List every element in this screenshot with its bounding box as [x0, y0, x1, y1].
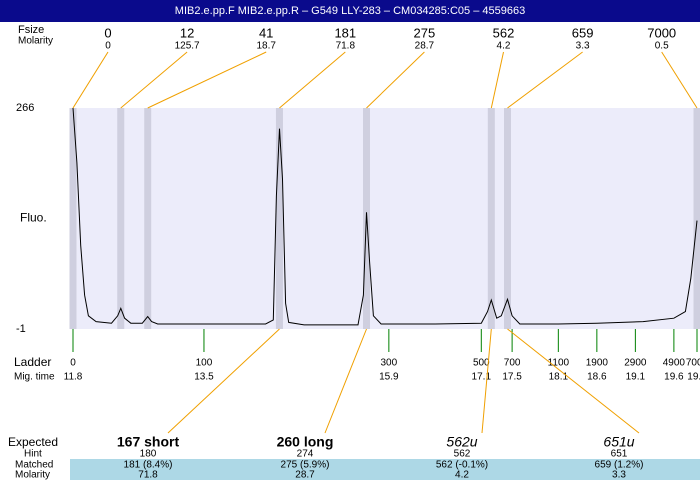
y-tick-label: -1: [16, 323, 26, 335]
trace: [72, 107, 698, 326]
title-bar: MIB2.e.pp.F MIB2.e.pp.R – G549 LLY-283 –…: [0, 0, 700, 22]
matched-label: Matched: [15, 460, 53, 471]
molarity-value: 28.7: [295, 470, 315, 480]
peak-molarity: 4.2: [497, 41, 511, 52]
peak-size: 7000: [647, 25, 676, 40]
peak-molarity: 0: [105, 41, 111, 52]
peak-molarity: 18.7: [256, 41, 276, 52]
ladder-mig-time: 11.8: [64, 372, 83, 383]
expected-connector: [507, 328, 640, 434]
peak-size: 0: [104, 25, 111, 40]
ladder-mig-time: 15.9: [379, 372, 399, 383]
ladder-size: 0: [70, 358, 76, 369]
ladder-mig-time: 19.9: [687, 372, 700, 383]
peak-connector: [366, 51, 425, 109]
y-tick-label: 266: [16, 102, 34, 114]
peak-connector: [147, 51, 267, 109]
expected-name: 260 long: [277, 434, 334, 450]
molarity-label: Molarity: [15, 470, 50, 480]
peak-size: 181: [334, 25, 356, 40]
peak-band: [69, 108, 77, 329]
peak-connector: [279, 51, 346, 109]
expected-connector: [481, 328, 492, 434]
peak-molarity: 3.3: [576, 41, 590, 52]
ladder-size: 1100: [548, 358, 570, 369]
peak-band: [693, 108, 700, 329]
plot-area: [70, 108, 697, 329]
peak-band: [117, 108, 125, 329]
ladder-mig-time: 19.6: [664, 372, 684, 383]
peak-connector: [120, 51, 188, 109]
matched-rows: [70, 459, 700, 480]
ladder-size: 4900: [663, 358, 686, 369]
expected-label: Expected: [8, 435, 58, 449]
peak-molarity: 0.5: [655, 41, 669, 52]
matched-value: 562 (-0.1%): [436, 460, 488, 471]
hint-value: 651: [611, 449, 628, 460]
peak-connector: [661, 51, 698, 109]
ladder-size: 2900: [624, 358, 647, 369]
hint-value: 180: [140, 449, 157, 460]
ladder-mig-time: 13.5: [194, 372, 214, 383]
ladder-mig-time: 18.6: [587, 372, 607, 383]
ladder-size: 500: [473, 358, 490, 369]
hint-label: Hint: [24, 449, 42, 460]
molarity-value: 4.2: [455, 470, 469, 480]
expected-name: 562u: [446, 434, 477, 450]
ladder-mig-time: 18.1: [549, 372, 569, 383]
peak-connector: [490, 51, 504, 109]
peak-molarity: 125.7: [175, 41, 200, 52]
peak-size: 275: [414, 25, 436, 40]
peak-molarity: 71.8: [336, 41, 356, 52]
ladder-label: Ladder: [14, 355, 51, 369]
expected-connector: [324, 328, 367, 434]
matched-value: 659 (1.2%): [595, 460, 644, 471]
size-row-label: Fsize: [18, 24, 44, 36]
ladder-size: 700: [504, 358, 521, 369]
mig-time-label: Mig. time: [14, 372, 55, 383]
expected-connector: [167, 328, 280, 434]
molarity-value: 3.3: [612, 470, 626, 480]
ladder-mig-time: 17.1: [472, 372, 492, 383]
matched-value: 181 (8.4%): [124, 460, 173, 471]
peak-connector: [72, 51, 109, 109]
molarity-value: 71.8: [138, 470, 158, 480]
peak-band: [487, 108, 495, 329]
peak-band: [275, 108, 283, 329]
y-axis-label: Fluo.: [20, 211, 47, 225]
hint-value: 274: [297, 449, 314, 460]
ladder-size: 1900: [586, 358, 609, 369]
molarity-row-label: Molarity: [18, 36, 53, 47]
hint-value: 562: [454, 449, 471, 460]
ladder-size: 300: [381, 358, 398, 369]
expected-name: 167 short: [117, 434, 180, 450]
peak-molarity: 28.7: [415, 41, 435, 52]
expected-name: 651u: [603, 434, 634, 450]
peak-band: [144, 108, 152, 329]
ladder-size: 100: [196, 358, 213, 369]
ladder-mig-time: 19.1: [626, 372, 646, 383]
peak-size: 659: [572, 25, 594, 40]
peak-size: 41: [259, 25, 273, 40]
matched-value: 275 (5.9%): [281, 460, 330, 471]
peak-connector: [507, 51, 583, 109]
peak-band: [503, 108, 511, 329]
peak-size: 562: [493, 25, 515, 40]
ladder-mig-time: 17.5: [502, 372, 522, 383]
ladder-size: 7000: [686, 358, 700, 369]
peak-size: 12: [180, 25, 194, 40]
